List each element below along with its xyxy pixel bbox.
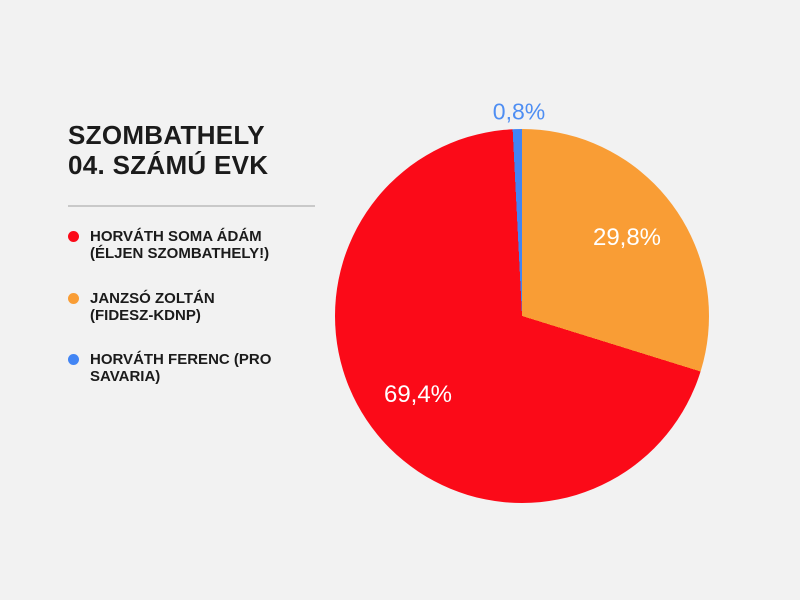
title-line-2: 04. SZÁMÚ EVK [68, 150, 269, 180]
legend-item: JANZSÓ ZOLTÁN (FIDESZ-KDNP) [68, 290, 318, 324]
legend-color-swatch-orange [68, 293, 79, 304]
legend-label-line: (FIDESZ-KDNP) [90, 307, 201, 324]
legend-label: HORVÁTH FERENC (PRO SAVARIA) [90, 351, 318, 385]
title-line-1: SZOMBATHELY [68, 120, 265, 150]
legend-label-line: HORVÁTH SOMA ÁDÁM [90, 228, 262, 245]
slice-label-red: 69,4% [383, 381, 453, 408]
legend-label-line: SAVARIA) [90, 368, 161, 385]
title-divider [68, 205, 315, 207]
page-title: SZOMBATHELY 04. SZÁMÚ EVK [68, 120, 268, 180]
legend-label-line: JANZSÓ ZOLTÁN [90, 290, 215, 307]
pie-chart[interactable] [335, 129, 709, 503]
legend-item: HORVÁTH FERENC (PRO SAVARIA) [68, 351, 318, 385]
legend-item: HORVÁTH SOMA ÁDÁM (ÉLJEN SZOMBATHELY!) [68, 228, 318, 262]
legend-label-line: HORVÁTH FERENC (PRO [90, 351, 272, 368]
slice-label-orange: 29,8% [592, 224, 662, 251]
legend-color-swatch-red [68, 231, 79, 242]
legend-label-line: (ÉLJEN SZOMBATHELY!) [90, 245, 270, 262]
legend-label: JANZSÓ ZOLTÁN (FIDESZ-KDNP) [90, 290, 318, 324]
slice-label-blue: 0,8% [492, 98, 546, 125]
legend-label: HORVÁTH SOMA ÁDÁM (ÉLJEN SZOMBATHELY!) [90, 228, 318, 262]
legend-color-swatch-blue [68, 354, 79, 365]
